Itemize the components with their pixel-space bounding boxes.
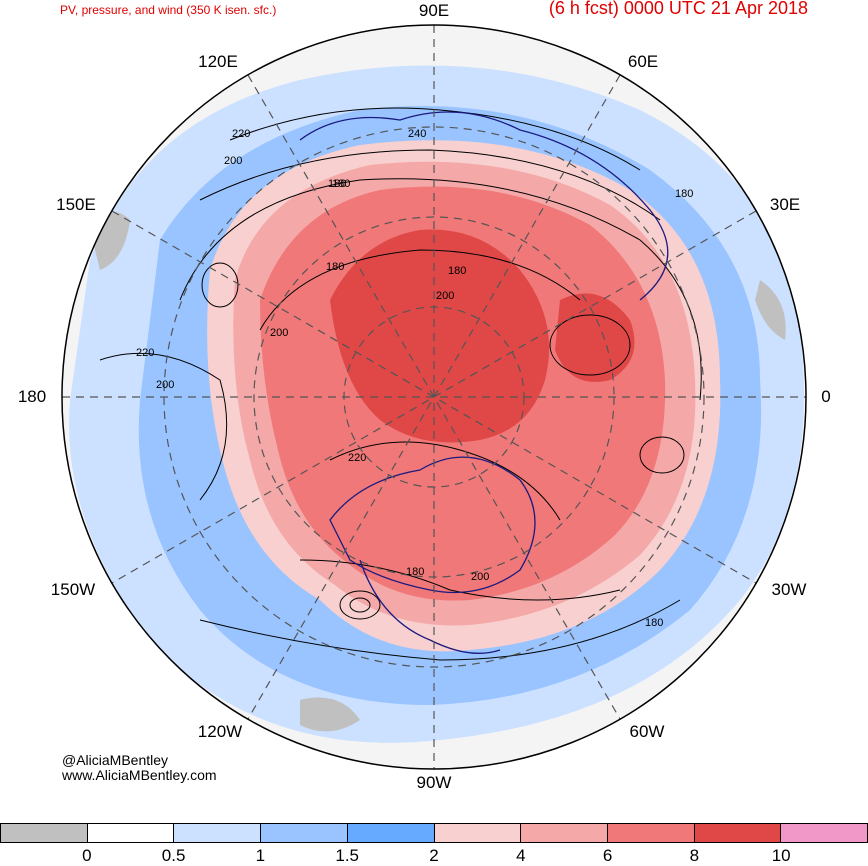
- lon-label-180: 180: [17, 387, 47, 406]
- map-border: [61, 24, 807, 770]
- colorbar-tick-label: 1: [255, 846, 266, 865]
- credit-website[interactable]: www.AliciaMBentley.com: [62, 767, 217, 783]
- lon-label-120e: 120E: [198, 52, 238, 71]
- colorbar-tick-label: 0.5: [161, 846, 186, 865]
- colorbar-tick-label: 10: [771, 846, 791, 865]
- colorbar-segment: [261, 823, 348, 843]
- lon-label-60w: 60W: [629, 722, 665, 741]
- pv-colorbar-labels: 0 0.5 1 1.5 2 4 6 8 10: [0, 846, 868, 866]
- lon-label-0: 0: [821, 387, 831, 406]
- colorbar-tick-label: 6: [602, 846, 613, 865]
- contour-label: 220: [232, 128, 250, 140]
- credit-handle: @AliciaMBentley: [62, 752, 169, 768]
- contour-label: 220: [348, 452, 366, 464]
- contour-label: 200: [436, 290, 454, 302]
- colorbar-tick-label: 2: [429, 846, 439, 865]
- contour-label: 180: [406, 566, 424, 578]
- lon-label-90e: 90E: [418, 1, 450, 20]
- lon-label-30w: 30W: [771, 580, 807, 599]
- pv-colorbar: [0, 823, 868, 845]
- lon-label-120w: 120W: [197, 722, 243, 741]
- colorbar-segment: [174, 823, 262, 843]
- map-title: PV, pressure, and wind (350 K isen. sfc.…: [60, 3, 277, 17]
- colorbar-tick-label: 1.5: [335, 846, 360, 865]
- colorbar-segment: [434, 823, 522, 843]
- forecast-time-title: (6 h fcst) 0000 UTC 21 Apr 2018: [548, 0, 808, 18]
- contour-label: 240: [408, 128, 426, 140]
- contour-label: 200: [156, 379, 174, 391]
- lon-label-30e: 30E: [769, 195, 801, 214]
- colorbar-segment: [521, 823, 608, 843]
- colorbar-segment: [347, 823, 435, 843]
- lon-label-60e: 60E: [627, 52, 659, 71]
- colorbar-segment: [0, 823, 88, 843]
- colorbar-segment: [781, 823, 868, 843]
- contour-label: 200: [224, 155, 242, 167]
- contour-label: 180: [326, 261, 344, 273]
- colorbar-tick-label: 0: [82, 846, 92, 865]
- contour-label: 180: [332, 178, 350, 190]
- contour-label: 180: [645, 617, 663, 629]
- contour-label: 200: [471, 571, 489, 583]
- contour-label: 200: [270, 327, 288, 339]
- graticule: [62, 25, 806, 769]
- contour-label: 180: [328, 178, 346, 190]
- colorbar-segment: [694, 823, 782, 843]
- colorbar-tick-label: 8: [689, 846, 700, 865]
- contour-label: 180: [448, 265, 466, 277]
- lon-label-150e: 150E: [56, 195, 96, 214]
- colorbar-segment: [607, 823, 695, 843]
- colorbar-segment: [87, 823, 175, 843]
- lon-label-90w: 90W: [416, 773, 452, 792]
- colorbar-tick-label: 4: [516, 846, 526, 865]
- contour-label: 180: [675, 188, 693, 200]
- contour-label: 220: [136, 347, 154, 359]
- lon-label-150w: 150W: [50, 580, 96, 599]
